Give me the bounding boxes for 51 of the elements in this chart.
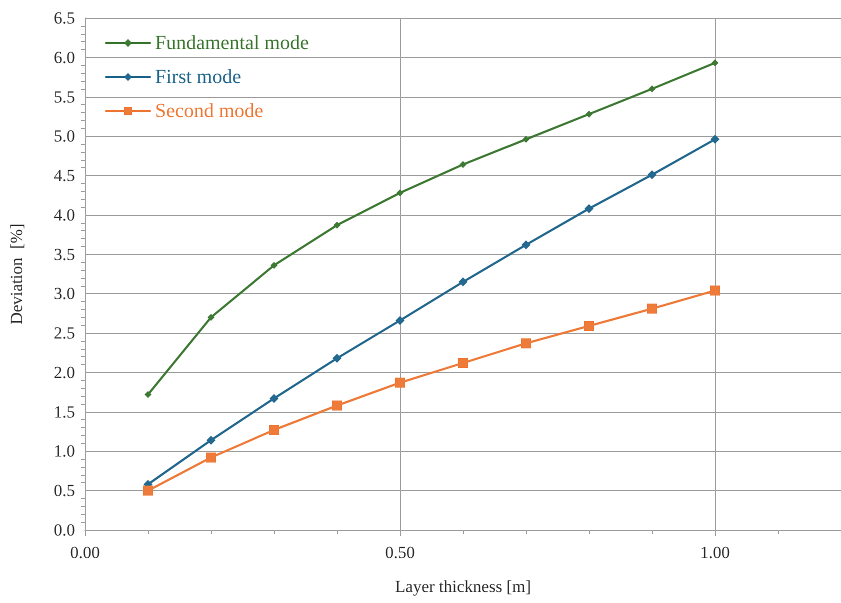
y-tick-label: 1.5 bbox=[54, 402, 75, 422]
x-tick-label: 1.00 bbox=[700, 543, 730, 562]
point bbox=[647, 304, 657, 314]
point bbox=[712, 59, 718, 66]
point bbox=[395, 378, 405, 388]
y-tick-label: 6.0 bbox=[54, 48, 75, 67]
y-tick-label: 5.0 bbox=[54, 126, 75, 146]
point bbox=[522, 136, 530, 143]
point bbox=[334, 222, 340, 229]
point bbox=[396, 189, 404, 196]
y-tick-label: 3.5 bbox=[54, 244, 75, 264]
point bbox=[206, 436, 216, 445]
legend-label: First mode bbox=[155, 66, 242, 88]
legend-label: Second mode bbox=[155, 100, 264, 122]
point bbox=[460, 161, 466, 168]
y-tick-label: 0.5 bbox=[54, 481, 75, 500]
point bbox=[648, 85, 656, 92]
point bbox=[332, 400, 342, 411]
point bbox=[206, 452, 216, 463]
y-tick-label: 4.5 bbox=[54, 166, 75, 186]
point bbox=[144, 391, 152, 398]
x-tick-label: 0.50 bbox=[385, 543, 415, 562]
point bbox=[584, 204, 594, 214]
y-tick-label: 0.0 bbox=[54, 520, 75, 540]
point bbox=[332, 354, 342, 363]
point bbox=[270, 262, 278, 269]
x-axis-title: Layer thickness [m] bbox=[395, 577, 531, 596]
point bbox=[458, 277, 468, 286]
y-tick-label: 5.5 bbox=[54, 87, 75, 106]
point bbox=[710, 286, 720, 296]
point bbox=[710, 134, 720, 144]
x-tick-label: 0.00 bbox=[70, 543, 100, 562]
point bbox=[584, 320, 594, 331]
point bbox=[270, 394, 278, 403]
y-tick-label: 2.5 bbox=[54, 324, 75, 343]
y-tick-label: 1.0 bbox=[54, 442, 75, 461]
point bbox=[521, 338, 531, 348]
y-tick-label: 3.0 bbox=[54, 284, 75, 304]
point bbox=[648, 170, 656, 180]
y-tick-label: 2.0 bbox=[54, 362, 75, 382]
y-tick-label: 6.5 bbox=[54, 8, 75, 28]
point bbox=[586, 110, 592, 118]
point bbox=[269, 424, 279, 435]
point bbox=[458, 358, 468, 368]
y-axis-title: Deviation [%] bbox=[7, 223, 26, 325]
point bbox=[396, 316, 404, 325]
point bbox=[522, 240, 530, 250]
point bbox=[208, 314, 214, 321]
point bbox=[143, 486, 153, 496]
legend-label: Fundamental mode bbox=[155, 32, 309, 54]
y-tick-label: 4.0 bbox=[54, 205, 75, 224]
